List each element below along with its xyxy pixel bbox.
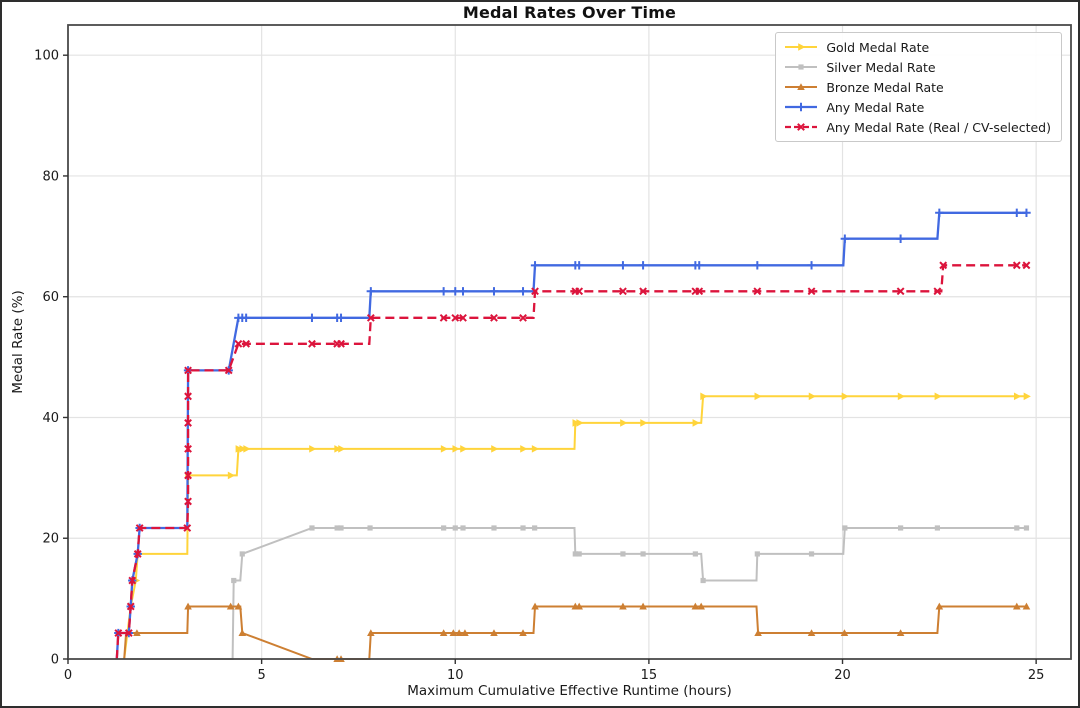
legend-label: Gold Medal Rate xyxy=(826,39,930,55)
y-tick-label: 80 xyxy=(42,169,59,184)
legend-label: Any Medal Rate (Real / CV-selected) xyxy=(826,119,1051,135)
legend-line-sample xyxy=(785,123,818,131)
x-tick-label: 20 xyxy=(834,668,851,683)
series-any-medal-rate xyxy=(114,208,1031,660)
legend-label: Any Medal Rate xyxy=(826,99,925,115)
legend-item-gold-medal-rate: Gold Medal Rate xyxy=(784,38,1051,56)
y-axis-label: Medal Rate (%) xyxy=(10,290,26,394)
legend-line-sample xyxy=(785,64,818,70)
legend-label: Silver Medal Rate xyxy=(826,59,936,75)
y-tick-label: 100 xyxy=(34,49,59,64)
series-bronze-medal-rate xyxy=(123,602,1031,662)
legend-item-silver-medal-rate: Silver Medal Rate xyxy=(784,58,1051,76)
series-silver-medal-rate xyxy=(130,525,1030,660)
y-tick-label: 40 xyxy=(42,411,59,426)
legend-line-sample xyxy=(785,43,818,51)
y-tick-label: 60 xyxy=(42,290,59,305)
x-tick-label: 0 xyxy=(64,668,72,683)
legend-line-sample xyxy=(785,102,818,112)
legend-item-bronze-medal-rate: Bronze Medal Rate xyxy=(784,78,1051,96)
legend: Gold Medal Rate Silver Medal Rate Bronze M… xyxy=(775,32,1062,142)
x-tick-label: 25 xyxy=(1028,668,1045,683)
legend-item-any-medal-rate-real-cv-selected-: Any Medal Rate (Real / CV-selected) xyxy=(784,118,1051,136)
y-tick-label: 0 xyxy=(51,653,59,668)
x-tick-label: 15 xyxy=(641,668,658,683)
series-gold-medal-rate xyxy=(123,392,1031,660)
series-any-medal-rate-real-cv-selected- xyxy=(114,261,1031,660)
legend-label: Bronze Medal Rate xyxy=(826,79,944,95)
legend-item-any-medal-rate: Any Medal Rate xyxy=(784,98,1051,116)
y-tick-label: 20 xyxy=(42,532,59,547)
legend-line-sample xyxy=(785,83,818,90)
chart-title: Medal Rates Over Time xyxy=(462,3,677,22)
x-tick-label: 5 xyxy=(257,668,265,683)
x-tick-label: 10 xyxy=(447,668,464,683)
x-axis-label: Maximum Cumulative Effective Runtime (ho… xyxy=(407,683,732,699)
axes-frame xyxy=(67,24,1072,660)
